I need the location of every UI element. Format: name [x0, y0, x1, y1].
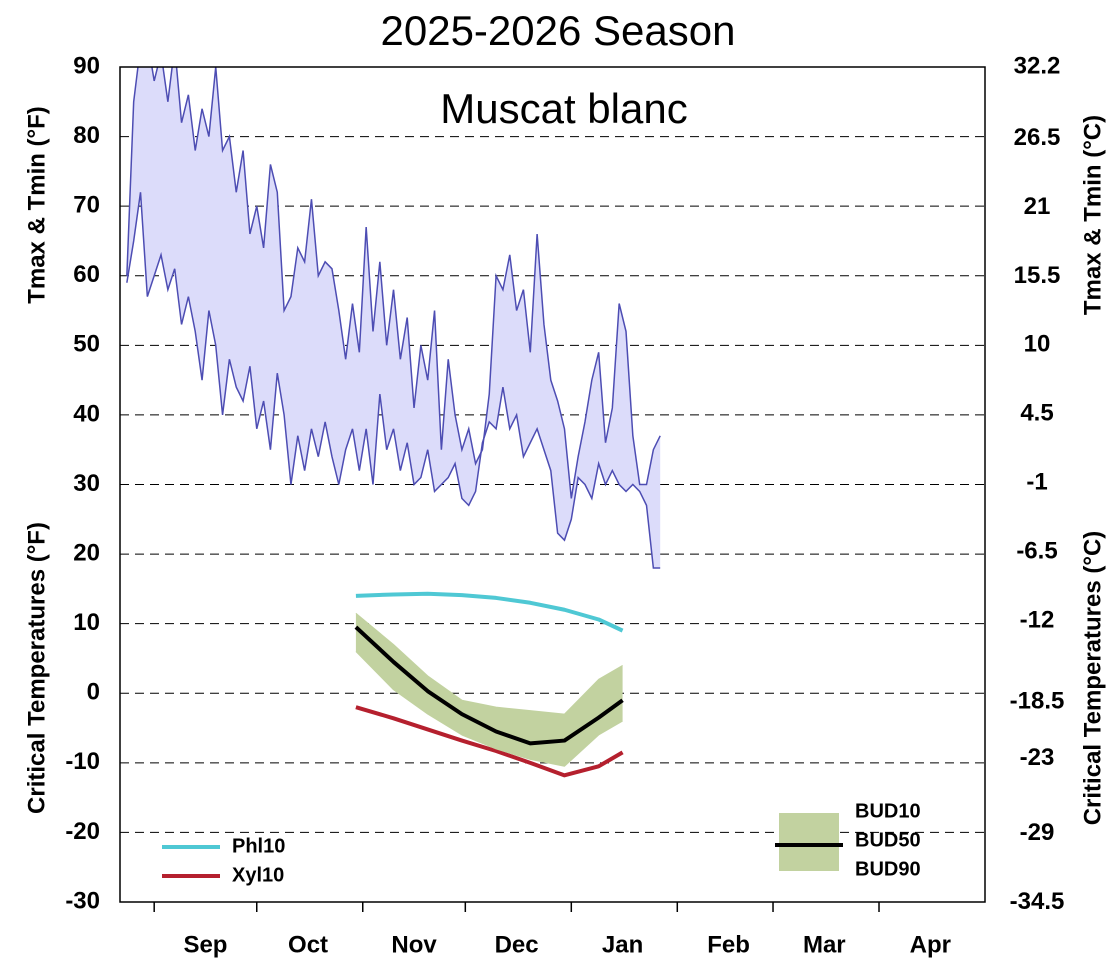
plot-frame — [119, 66, 986, 903]
temperature-line — [126, 67, 661, 499]
x-tick-label: Sep — [183, 931, 227, 958]
y2-tick-label: -12 — [1020, 606, 1055, 633]
y2-tick-label: 10 — [1024, 331, 1051, 358]
y-tick-label: 10 — [73, 609, 100, 636]
temperature-line — [126, 192, 661, 569]
y-tick-label: 60 — [73, 261, 100, 288]
y-tick-label: 70 — [73, 192, 100, 219]
chart-title: 2025-2026 Season — [381, 7, 736, 54]
y-tick-label: 50 — [73, 331, 100, 358]
y2-tick-label: 15.5 — [1014, 262, 1061, 289]
critical-line — [355, 591, 624, 633]
plot-marks — [126, 67, 661, 778]
x-tick-label: Feb — [707, 931, 750, 958]
y2-tick-label: -34.5 — [1010, 888, 1065, 915]
y-tick-label: 30 — [73, 470, 100, 497]
legend-label: BUD10 — [855, 800, 921, 822]
y-tick-label: -30 — [65, 887, 100, 914]
legend-label: BUD90 — [855, 858, 921, 880]
y2-tick-label: -1 — [1026, 468, 1047, 495]
x-tick-label: Mar — [803, 931, 846, 958]
axes: -30 -20 -10 0 10 20 30 40 50 60 70 80 90 -34.5 -29 -23 -… — [65, 52, 1064, 958]
y-tick-label: 20 — [73, 539, 100, 566]
y2-tick-label: 32.2 — [1014, 53, 1061, 80]
critical-line — [354, 625, 624, 746]
legend-label: BUD50 — [855, 829, 921, 851]
critical-line — [355, 705, 624, 778]
x-tick-label: Apr — [910, 931, 951, 958]
x-tick-label: Jan — [602, 931, 643, 958]
y2-tick-label: -18.5 — [1010, 688, 1065, 715]
critical-line — [355, 612, 623, 715]
x-tick-label: Oct — [288, 931, 328, 958]
y2-tick-label: 4.5 — [1020, 400, 1053, 427]
temperature-band — [126, 67, 661, 568]
y2-tick-label: -23 — [1020, 744, 1055, 771]
y-tick-label: 80 — [73, 122, 100, 149]
y-tick-label: 90 — [73, 52, 100, 79]
critical-line — [355, 651, 623, 767]
y2-tick-label: 26.5 — [1014, 124, 1061, 151]
legend-label: Xyl10 — [232, 864, 284, 886]
x-tick-label: Dec — [495, 931, 539, 958]
y2-tick-label: -29 — [1020, 819, 1055, 846]
y2-axis-label: Tmax & Tmin (°C) — [1079, 115, 1106, 315]
legend-label: Phl10 — [232, 835, 285, 857]
y-tick-label: 0 — [87, 679, 100, 706]
bud-band — [355, 613, 623, 767]
legend-swatch — [779, 813, 839, 871]
x-tick-label: Nov — [391, 931, 437, 958]
y2-tick-label: -6.5 — [1016, 537, 1057, 564]
y2-tick-label: 21 — [1024, 193, 1051, 220]
y-tick-label: -20 — [65, 818, 100, 845]
subtitle: Muscat blanc — [440, 85, 687, 132]
y-tick-label: 40 — [73, 400, 100, 427]
y-axis-label-lower: Critical Temperatures (°F) — [23, 522, 50, 814]
y-tick-label: -10 — [65, 748, 100, 775]
y2-axis-label-lower: Critical Temperatures (°C) — [1079, 531, 1106, 826]
y-axis-label: Tmax & Tmin (°F) — [23, 106, 50, 304]
